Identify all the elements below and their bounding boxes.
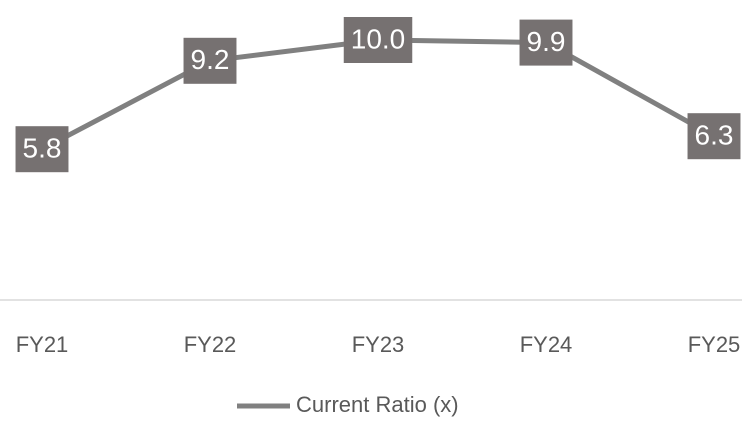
x-tick-label: FY25 — [688, 332, 741, 357]
data-label: 10.0 — [351, 23, 406, 54]
x-tick-label: FY21 — [16, 332, 69, 357]
data-label: 6.3 — [695, 120, 734, 151]
x-tick-label: FY23 — [352, 332, 405, 357]
label-box — [15, 126, 69, 173]
label-box — [687, 113, 741, 160]
x-tick-label: FY24 — [520, 332, 573, 357]
data-label: 5.8 — [23, 133, 62, 164]
data-label: 9.2 — [191, 44, 230, 75]
label-box — [519, 19, 573, 66]
legend-label: Current Ratio (x) — [296, 392, 459, 417]
data-label: 9.9 — [527, 26, 566, 57]
label-box — [343, 17, 413, 63]
x-tick-label: FY22 — [184, 332, 237, 357]
label-box — [183, 37, 237, 84]
